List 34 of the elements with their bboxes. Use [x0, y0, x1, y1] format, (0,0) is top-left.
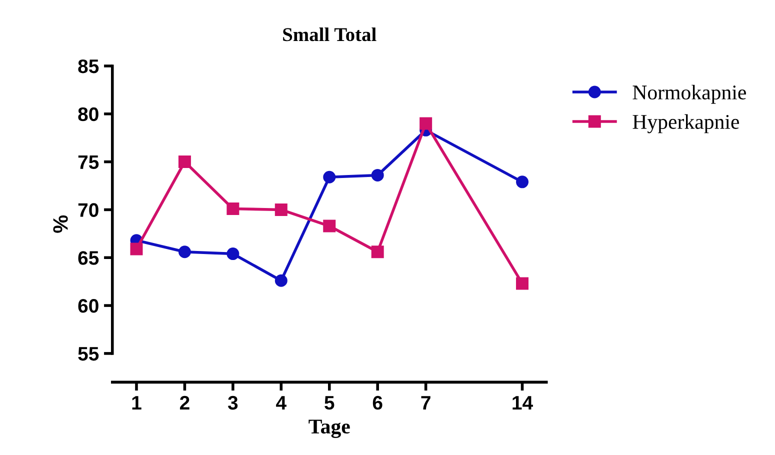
y-tick-label: 55: [78, 347, 99, 361]
point: [130, 242, 143, 256]
y-tick-label: 75: [78, 155, 99, 170]
point: [371, 246, 384, 258]
y-axis-title: %: [53, 215, 68, 233]
x-tick-label: 5: [324, 396, 334, 410]
point: [274, 274, 288, 287]
point: [178, 156, 191, 168]
point: [516, 277, 529, 290]
legend-label: Hyperkapnie: [632, 114, 740, 134]
x-tick-label: 1: [132, 396, 142, 410]
point: [226, 202, 240, 216]
x-tick-label: 6: [372, 396, 382, 410]
point: [323, 220, 336, 232]
y-tick-label: 60: [78, 299, 98, 313]
legend-label: Normokapnie: [632, 84, 746, 104]
x-tick-label: 7: [421, 396, 430, 410]
x-tick-label: 2: [180, 396, 190, 410]
point: [371, 168, 384, 182]
y-tick-label: 85: [78, 59, 99, 74]
x-tick-label: 4: [276, 396, 286, 410]
y-tick-label: 80: [78, 107, 98, 122]
chart-title: Small Total: [283, 27, 376, 42]
point: [178, 246, 191, 258]
x-tick-label: 3: [228, 396, 238, 410]
point: [274, 203, 288, 216]
x-axis-title: Tage: [308, 420, 350, 438]
point: [226, 248, 240, 260]
x-tick-label: 14: [512, 396, 533, 410]
y-tick-label: 65: [78, 251, 99, 265]
point: [516, 176, 529, 188]
y-tick-label: 70: [78, 203, 98, 217]
point: [323, 170, 336, 184]
point: [420, 117, 432, 130]
